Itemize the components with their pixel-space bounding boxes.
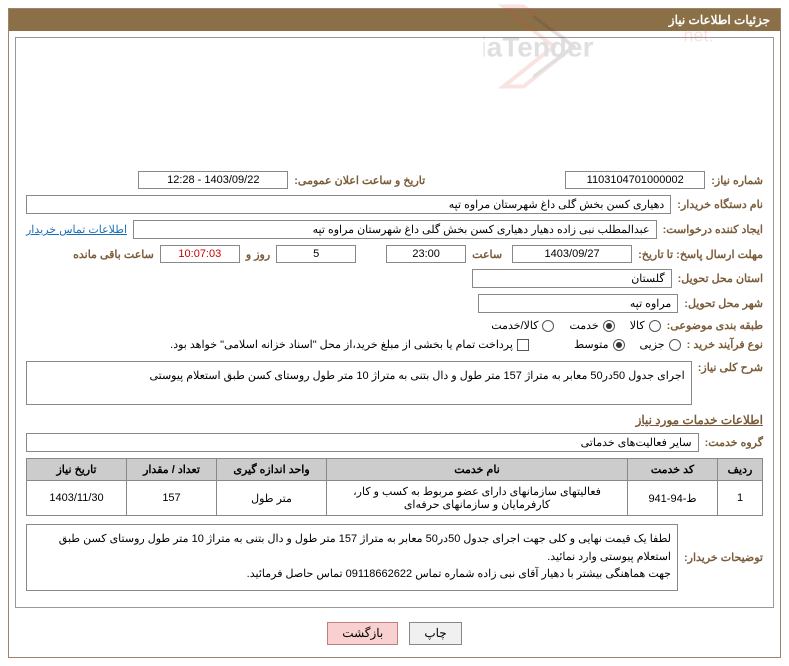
radio-medium-label: متوسط <box>574 338 609 351</box>
buyer-notes-label: توضیحات خریدار: <box>684 551 763 564</box>
radio-service-label: خدمت <box>569 319 598 332</box>
province-value: گلستان <box>472 269 672 288</box>
th-qty: تعداد / مقدار <box>127 459 217 481</box>
radio-both-btn[interactable] <box>542 320 554 332</box>
panel-title: جزئیات اطلاعات نیاز <box>9 9 780 31</box>
td-qty: 157 <box>127 481 217 516</box>
time-label: ساعت <box>472 248 502 261</box>
row-need-number: شماره نیاز: 1103104701000002 تاریخ و ساع… <box>26 171 763 189</box>
th-unit: واحد اندازه گیری <box>217 459 327 481</box>
summary-box: اجرای جدول 50در50 معابر به متراژ 157 متر… <box>26 361 692 405</box>
services-table: ردیف کد خدمت نام خدمت واحد اندازه گیری ت… <box>26 458 763 516</box>
requester-value: عبدالمطلب نبی زاده دهیار دهیاری کسن بخش … <box>133 220 657 239</box>
td-name: فعالیتهای سازمانهای دارای عضو مربوط به ک… <box>327 481 628 516</box>
need-no-value: 1103104701000002 <box>565 171 705 189</box>
deadline-date: 1403/09/27 <box>512 245 632 263</box>
row-buyer-notes: توضیحات خریدار: لطفا یک قیمت نهایی و کلی… <box>26 524 763 591</box>
svg-text:AriaTender: AriaTender <box>483 32 593 63</box>
td-unit: متر طول <box>217 481 327 516</box>
main-panel: جزئیات اطلاعات نیاز AriaTender .net شمار… <box>8 8 781 658</box>
radio-goods-label: کالا <box>630 319 645 332</box>
radio-goods[interactable]: کالا <box>630 319 661 332</box>
td-date: 1403/11/30 <box>27 481 127 516</box>
th-code: کد خدمت <box>628 459 718 481</box>
buyer-value: دهیاری کسن بخش گلی داغ شهرستان مراوه تپه <box>26 195 671 214</box>
th-date: تاریخ نیاز <box>27 459 127 481</box>
deadline-label: مهلت ارسال پاسخ: تا تاریخ: <box>638 248 763 261</box>
city-label: شهر محل تحویل: <box>684 297 763 310</box>
need-no-label: شماره نیاز: <box>711 174 763 187</box>
radio-both[interactable]: کالا/خدمت <box>491 319 554 332</box>
province-label: استان محل تحویل: <box>678 272 763 285</box>
th-name: نام خدمت <box>327 459 628 481</box>
row-category: طبقه بندی موضوعی: کالا خدمت کالا/خدمت <box>26 319 763 332</box>
buyer-notes-line1: لطفا یک قیمت نهایی و کلی جهت اجرای جدول … <box>33 531 671 566</box>
deadline-time: 23:00 <box>386 245 466 263</box>
td-code: ط-94-941 <box>628 481 718 516</box>
announce-value: 1403/09/22 - 12:28 <box>138 171 288 189</box>
row-deadline: مهلت ارسال پاسخ: تا تاریخ: 1403/09/27 سا… <box>26 245 763 263</box>
td-row: 1 <box>718 481 763 516</box>
radio-minor[interactable]: جزیی <box>640 338 681 351</box>
category-label: طبقه بندی موضوعی: <box>667 319 763 332</box>
radio-both-label: کالا/خدمت <box>491 319 538 332</box>
service-group-value: سایر فعالیت‌های خدماتی <box>26 433 699 452</box>
buyer-notes-box: لطفا یک قیمت نهایی و کلی جهت اجرای جدول … <box>26 524 678 591</box>
radio-service[interactable]: خدمت <box>569 319 614 332</box>
panel-body: AriaTender .net شماره نیاز: 110310470100… <box>15 37 774 608</box>
table-row: 1 ط-94-941 فعالیتهای سازمانهای دارای عضو… <box>27 481 763 516</box>
back-button[interactable]: بازگشت <box>327 622 398 645</box>
row-process: نوع فرآیند خرید : جزیی متوسط پرداخت تمام… <box>26 338 763 351</box>
row-summary: شرح کلی نیاز: اجرای جدول 50در50 معابر به… <box>26 361 763 405</box>
print-button[interactable]: چاپ <box>409 622 461 645</box>
row-province: استان محل تحویل: گلستان <box>26 269 763 288</box>
row-requester: ایجاد کننده درخواست: عبدالمطلب نبی زاده … <box>26 220 763 239</box>
radio-goods-btn[interactable] <box>649 320 661 332</box>
th-row: ردیف <box>718 459 763 481</box>
days-value: 5 <box>276 245 356 263</box>
table-header-row: ردیف کد خدمت نام خدمت واحد اندازه گیری ت… <box>27 459 763 481</box>
process-label: نوع فرآیند خرید : <box>687 338 763 351</box>
radio-service-btn[interactable] <box>603 320 615 332</box>
services-header: اطلاعات خدمات مورد نیاز <box>26 413 763 427</box>
contact-link[interactable]: اطلاعات تماس خریدار <box>26 223 127 236</box>
city-value: مراوه تپه <box>478 294 678 313</box>
button-row: چاپ بازگشت <box>9 614 780 657</box>
buyer-notes-line2: جهت هماهنگی بیشتر با دهیار آقای نبی زاده… <box>33 566 671 584</box>
remain-label: ساعت باقی مانده <box>73 248 154 261</box>
radio-minor-btn[interactable] <box>669 339 681 351</box>
summary-label: شرح کلی نیاز: <box>698 361 763 374</box>
row-buyer: نام دستگاه خریدار: دهیاری کسن بخش گلی دا… <box>26 195 763 214</box>
radio-medium[interactable]: متوسط <box>574 338 625 351</box>
radio-medium-btn[interactable] <box>613 339 625 351</box>
remain-time: 10:07:03 <box>160 245 240 263</box>
row-city: شهر محل تحویل: مراوه تپه <box>26 294 763 313</box>
row-service-group: گروه خدمت: سایر فعالیت‌های خدماتی <box>26 433 763 452</box>
radio-minor-label: جزیی <box>640 338 665 351</box>
service-group-label: گروه خدمت: <box>705 436 763 449</box>
pay-note: پرداخت تمام یا بخشی از مبلغ خرید،از محل … <box>170 338 513 351</box>
pay-checkbox[interactable] <box>517 339 529 351</box>
buyer-label: نام دستگاه خریدار: <box>677 198 763 211</box>
days-label: روز و <box>246 248 270 261</box>
announce-label: تاریخ و ساعت اعلان عمومی: <box>294 174 425 187</box>
requester-label: ایجاد کننده درخواست: <box>663 223 763 236</box>
